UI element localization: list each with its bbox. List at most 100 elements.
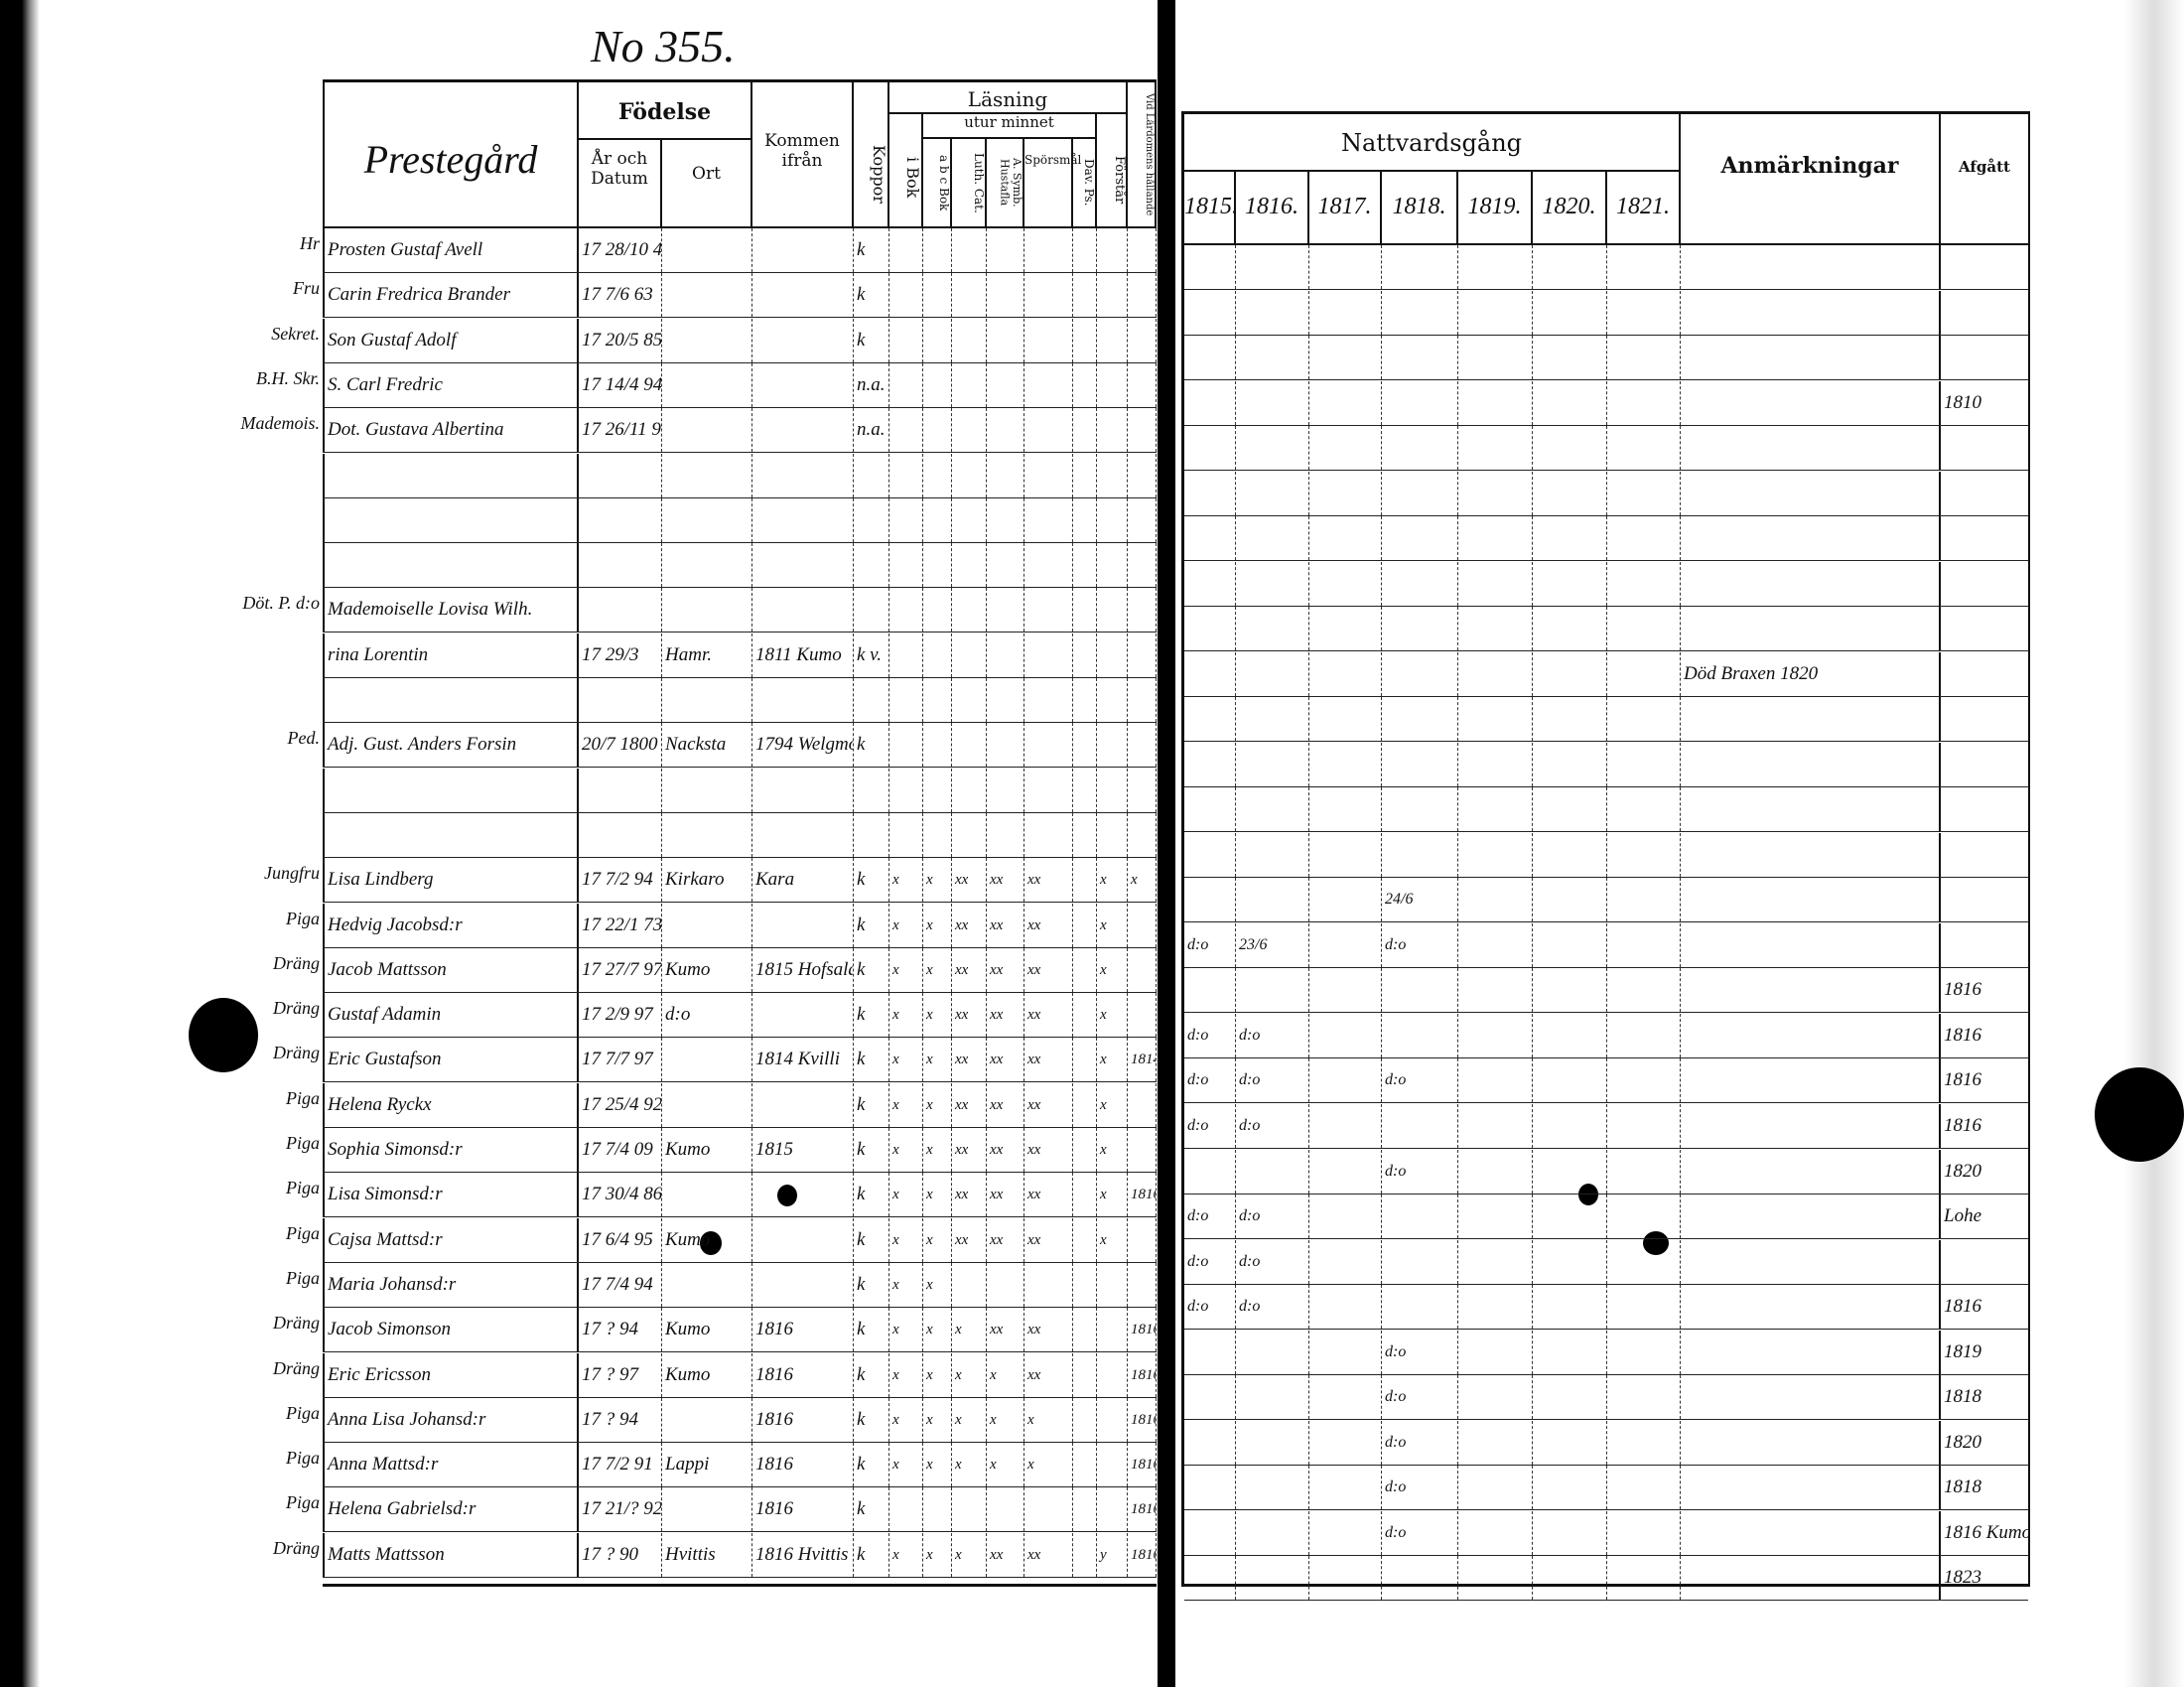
from-cell: 1814 Kvilli <box>752 1038 854 1082</box>
reading-mark-cell: x <box>923 903 952 947</box>
communion-admitted-header: Vid Lärdomens hållande <box>1128 82 1157 226</box>
communion-cell <box>1533 1149 1607 1194</box>
row-title: Piga <box>286 908 320 928</box>
reading-mark-cell: x <box>889 1308 923 1352</box>
reading-mark-cell: xx <box>987 903 1024 947</box>
communion-cell <box>1184 832 1236 877</box>
year-header-5: 1820. <box>1533 172 1607 243</box>
communion-cell <box>1236 1375 1309 1420</box>
reading-mark-cell: x <box>987 1443 1024 1487</box>
place-cell: Hvittis <box>662 1532 752 1577</box>
table-row: Hedvig Jacobsd:r 17 22/1 73 k x x xx xx xx x <box>323 903 1157 948</box>
row-title: Piga <box>286 1222 320 1243</box>
communion-cell <box>1607 426 1681 471</box>
communion-cell <box>1458 561 1533 606</box>
communion-cell <box>1236 1149 1309 1194</box>
reading-mark-cell <box>952 812 987 857</box>
reading-mark-cell: x <box>952 1352 987 1397</box>
communion-cell <box>1184 290 1236 335</box>
reading-mark-cell <box>987 453 1024 497</box>
communion-cell <box>1533 968 1607 1013</box>
name-cell: Helena Ryckx <box>323 1082 579 1127</box>
communion-cell: d:o <box>1382 1149 1458 1194</box>
communion-cell <box>1184 1149 1236 1194</box>
row-title: Piga <box>286 1448 320 1469</box>
departed-cell <box>1941 562 2028 606</box>
reading-mark-cell: x <box>923 1217 952 1262</box>
communion-cell <box>1184 1420 1236 1465</box>
communion-cell <box>1607 697 1681 742</box>
communion-cell <box>1184 607 1236 651</box>
book-binding <box>1158 0 1175 1687</box>
communion-cell <box>1458 968 1533 1013</box>
communion-cell <box>1309 832 1382 877</box>
communion-cell <box>1236 607 1309 651</box>
reading-mark-cell: xx <box>1024 1128 1073 1172</box>
koppor-cell <box>854 543 889 588</box>
from-cell: 1816 <box>752 1487 854 1532</box>
name-cell: Matts Mattsson <box>323 1532 579 1577</box>
departed-cell <box>1941 743 2028 786</box>
row-title: Sekret. <box>271 323 320 344</box>
row-title: Dräng <box>272 1537 320 1558</box>
communion-cell <box>1184 742 1236 786</box>
communion-cell <box>1382 561 1458 606</box>
koppor-cell: k <box>854 858 889 903</box>
reading-mark-cell: xx <box>987 993 1024 1038</box>
reading-mark-cell <box>1128 723 1157 768</box>
table-row <box>323 453 1157 498</box>
reading-mark-cell <box>923 633 952 677</box>
reading-mark-cell <box>952 408 987 453</box>
communion-cell <box>1533 1375 1607 1420</box>
communion-cell <box>1607 1149 1681 1194</box>
koppor-cell: k <box>854 1352 889 1397</box>
reading-mark-cell <box>987 228 1024 272</box>
table-row: d:o 1820 <box>1184 1420 2028 1466</box>
table-row <box>1184 290 2028 336</box>
communion-cell <box>1607 878 1681 922</box>
reading-mark-cell <box>987 588 1024 633</box>
name-cell: Lisa Lindberg <box>323 858 579 903</box>
from-cell <box>752 362 854 407</box>
reading-mark-cell <box>1073 903 1097 947</box>
table-row: Helena Gabrielsd:r17 21/? 921816k1816 <box>323 1487 1157 1533</box>
communion-cell: d:o <box>1184 922 1236 967</box>
reading-mark-cell: 1816 <box>1128 1443 1157 1487</box>
reading-mark-cell: x <box>889 1397 923 1442</box>
reading-mark-cell <box>1024 408 1073 453</box>
in-book-header: i Bok <box>889 114 923 226</box>
communion-cell <box>1184 968 1236 1013</box>
reading-mark-cell: x <box>889 1128 923 1172</box>
reading-mark-cell: xx <box>987 1038 1024 1082</box>
reading-mark-cell: x <box>987 1397 1024 1442</box>
reading-mark-cell <box>1128 993 1157 1038</box>
reading-mark-cell: x <box>987 1352 1024 1397</box>
table-row: Död Braxen 1820 <box>1184 651 2028 697</box>
date-cell: 17 26/11 97 <box>579 408 662 453</box>
name-cell: Dot. Gustava Albertina <box>323 408 579 453</box>
communion-cell <box>1458 245 1533 289</box>
communion-cell <box>1309 1420 1382 1465</box>
household-header-cell: Prestegård <box>323 82 579 226</box>
communion-cell <box>1458 1420 1533 1465</box>
reading-mark-cell <box>1097 723 1128 768</box>
communion-cell <box>1607 561 1681 606</box>
name-cell: Mademoiselle Lovisa Wilh. <box>323 588 579 633</box>
row-title: Hr <box>299 233 320 253</box>
questions-header: Spörsmål <box>1024 139 1081 226</box>
reading-mark-cell <box>1073 768 1097 812</box>
communion-cell <box>1236 878 1309 922</box>
communion-cell: d:o <box>1236 1195 1309 1239</box>
communion-cell: d:o <box>1184 1058 1236 1103</box>
table-row: d:o d:o <box>1184 1239 2028 1285</box>
name-cell: S. Carl Fredric <box>323 362 579 407</box>
table-row: Maria Johansd:r 17 7/4 94 k x x <box>323 1262 1157 1308</box>
reading-mark-cell <box>1097 678 1128 722</box>
name-cell: Sophia Simonsd:r <box>323 1128 579 1172</box>
reading-mark-cell <box>1128 543 1157 588</box>
reading-mark-cell <box>1128 1217 1157 1262</box>
reading-mark-cell <box>923 1487 952 1532</box>
communion-cell <box>1458 1556 1533 1601</box>
reading-mark-cell: xx <box>1024 1082 1073 1127</box>
